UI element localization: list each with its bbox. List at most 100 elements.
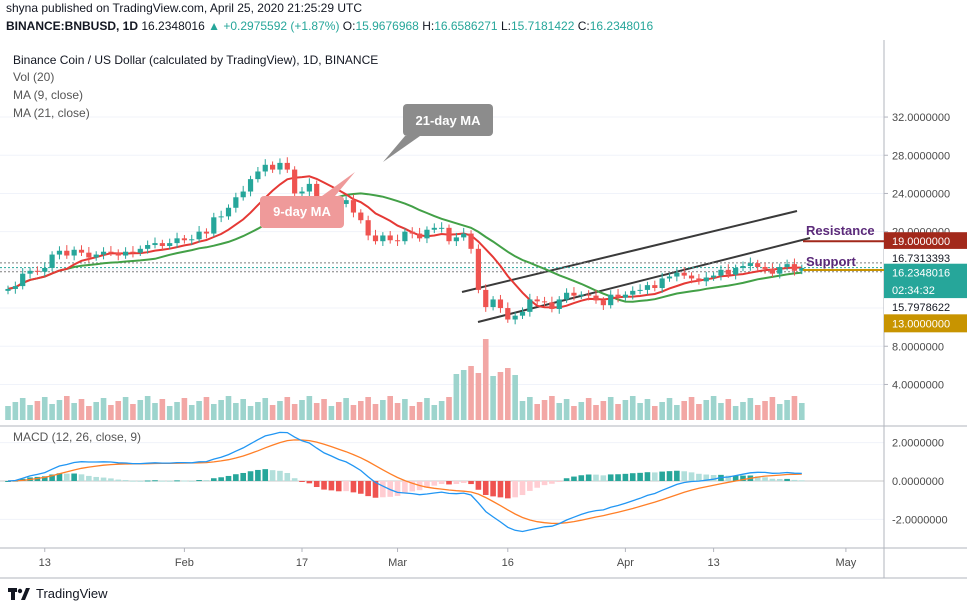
macd-histogram-bar xyxy=(732,475,739,481)
candle xyxy=(372,229,379,245)
volume-bar xyxy=(732,406,739,420)
candle-body xyxy=(417,233,423,239)
price-tick-label: 32.0000000 xyxy=(892,112,950,124)
legend-ma9[interactable]: MA (9, close) xyxy=(13,88,84,102)
candle xyxy=(203,228,210,239)
candle xyxy=(130,246,136,258)
candle xyxy=(747,257,753,271)
volume-bar xyxy=(688,397,695,420)
candle xyxy=(343,195,349,208)
volume-bar xyxy=(556,403,563,420)
volume-bar xyxy=(740,402,746,420)
macd-histogram-bar xyxy=(394,481,401,496)
candle-body xyxy=(380,235,386,242)
candle-body xyxy=(475,248,481,290)
candle-body xyxy=(740,266,746,268)
resistance-badge-text: 19.0000000 xyxy=(892,236,950,248)
candle-body xyxy=(615,294,621,298)
candle-body xyxy=(549,302,555,310)
macd-histogram-bar xyxy=(629,473,636,481)
macd-histogram-bar xyxy=(490,481,496,497)
candle-body xyxy=(277,162,283,170)
candle xyxy=(270,161,276,173)
footer-brand-text: TradingView xyxy=(36,586,108,601)
volume-bar xyxy=(416,402,423,420)
volume-bar xyxy=(593,405,599,420)
macd-histogram-bar xyxy=(130,480,136,482)
resistance-badge: 19.0000000 xyxy=(884,232,967,251)
candle xyxy=(564,288,570,303)
candle xyxy=(703,271,709,287)
macd-histogram-bar xyxy=(659,471,665,481)
volume-bar xyxy=(380,400,386,420)
macd-histogram-bar xyxy=(424,481,430,488)
price-tick-label: 4.0000000 xyxy=(892,379,944,391)
macd-histogram-bar xyxy=(652,472,658,481)
candle-body xyxy=(49,254,55,268)
candle-body xyxy=(196,231,202,240)
volume-bar xyxy=(622,400,629,420)
tradingview-logo-icon xyxy=(8,587,30,600)
volume-bar xyxy=(644,399,651,420)
macd-histogram-bar xyxy=(578,475,585,481)
legend-ma21[interactable]: MA (21, close) xyxy=(13,106,90,120)
volume-bar xyxy=(225,396,232,420)
resistance-badge-box xyxy=(884,232,967,251)
volume-bar xyxy=(600,401,607,420)
candle-body xyxy=(159,243,165,246)
candle xyxy=(417,227,423,242)
volume-bar xyxy=(19,398,26,420)
volume-bar xyxy=(784,400,790,420)
candle xyxy=(696,273,702,285)
candle xyxy=(86,247,92,263)
candle xyxy=(608,290,614,309)
candle xyxy=(115,249,121,261)
volume-bar xyxy=(607,397,614,420)
macd-histogram-bar xyxy=(49,474,55,481)
candle xyxy=(549,296,555,313)
legend-vol[interactable]: Vol (20) xyxy=(13,70,55,84)
candle xyxy=(769,263,775,278)
candle-body xyxy=(174,238,180,244)
candle-body xyxy=(387,235,393,241)
candle-body xyxy=(12,286,18,289)
candle xyxy=(225,204,232,220)
volume-bar xyxy=(196,401,202,420)
macd-histogram-bar xyxy=(64,473,70,481)
candle xyxy=(211,212,217,237)
footer-brand[interactable]: TradingView xyxy=(8,586,108,601)
candle-body xyxy=(292,169,298,194)
volume-bar xyxy=(541,400,548,420)
volume-bar xyxy=(725,399,732,420)
macd-histogram-bar xyxy=(86,475,92,481)
legend-macd[interactable]: MACD (12, 26, close, 9) xyxy=(13,430,142,444)
candle-body xyxy=(255,171,261,180)
candle-body xyxy=(189,239,195,241)
volume-bar xyxy=(534,404,540,420)
candle xyxy=(784,259,790,271)
candle-body xyxy=(314,183,320,203)
last-price-badge-box xyxy=(884,263,967,282)
candle xyxy=(189,234,195,246)
channel-upper-line xyxy=(461,210,798,293)
candle-body xyxy=(100,251,107,255)
candle-body xyxy=(703,277,709,282)
candle-body xyxy=(350,200,357,213)
candle xyxy=(659,272,665,293)
candle xyxy=(12,281,18,294)
candle-body xyxy=(145,245,151,249)
volume-bar xyxy=(527,397,533,420)
macd-histogram-bar xyxy=(78,474,85,481)
volume-bar xyxy=(438,401,445,420)
candle xyxy=(674,268,680,282)
candle-body xyxy=(93,254,99,258)
volume-bar xyxy=(453,374,460,420)
volume-bar xyxy=(78,399,85,420)
volume-bar xyxy=(468,366,474,420)
time-tick-label: Feb xyxy=(175,557,194,569)
candle xyxy=(534,296,540,305)
macd-histogram-bar xyxy=(703,474,710,481)
candle xyxy=(56,246,63,260)
candle xyxy=(666,273,673,282)
